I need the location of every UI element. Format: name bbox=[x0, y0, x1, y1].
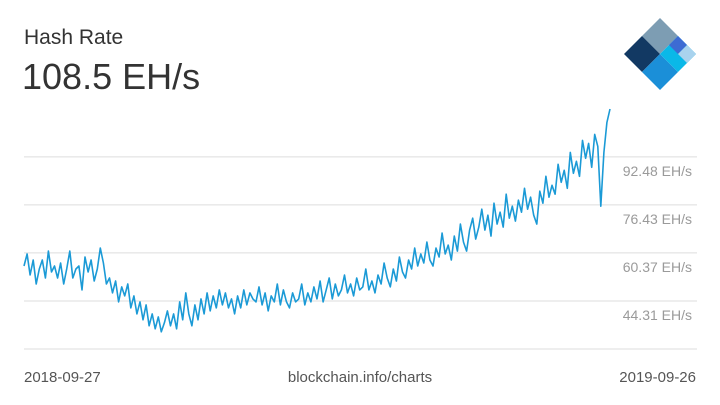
current-hash-rate: 108.5 EH/s bbox=[22, 56, 201, 97]
end-date: 2019-09-26 bbox=[619, 369, 696, 386]
hash-rate-line bbox=[23, 108, 611, 333]
blockchain-logo-icon bbox=[624, 18, 696, 90]
chart-title: Hash Rate bbox=[24, 26, 124, 49]
source-link[interactable]: blockchain.info/charts bbox=[287, 369, 433, 386]
y-tick-label: 44.31 EH/s bbox=[622, 307, 692, 323]
y-tick-label: 76.43 EH/s bbox=[622, 210, 692, 227]
y-tick-label: 60.37 EH/s bbox=[622, 258, 692, 275]
y-tick-label: 92.48 EH/s bbox=[622, 162, 692, 179]
start-date: 2018-09-27 bbox=[24, 369, 101, 386]
